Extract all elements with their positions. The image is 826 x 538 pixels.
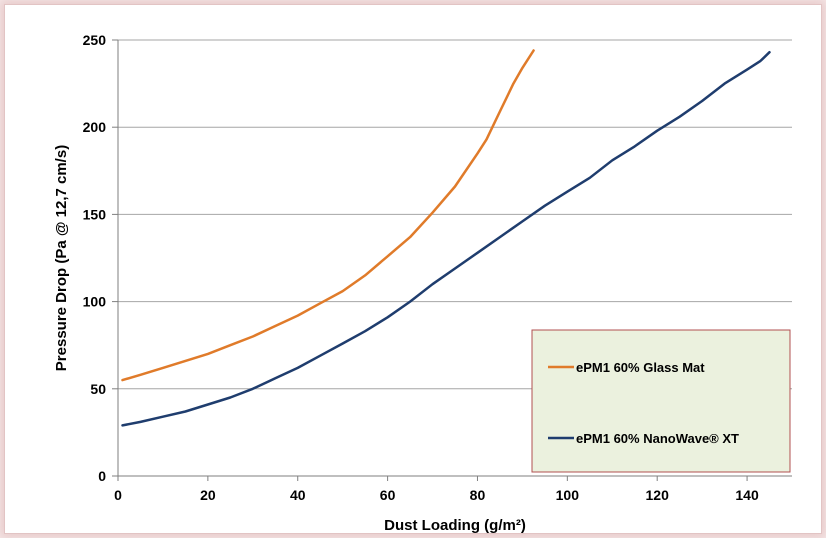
legend-box — [531, 329, 791, 473]
x-tick-labels: 0 20 40 60 80 100 120 140 — [114, 487, 759, 503]
y-tick-label: 150 — [83, 206, 107, 222]
y-tick-label: 250 — [83, 32, 107, 48]
series-line-glass-mat — [121, 49, 535, 382]
series-line-nanowave — [121, 50, 771, 427]
series-lines — [121, 49, 771, 427]
y-tick-label: 50 — [90, 381, 106, 397]
x-tick-label: 20 — [200, 487, 216, 503]
axes — [117, 40, 792, 481]
x-tick-label: 0 — [114, 487, 122, 503]
y-tick-label: 200 — [83, 119, 107, 135]
x-tick-label: 60 — [380, 487, 396, 503]
y-tick-label: 0 — [98, 468, 106, 484]
x-tick-label: 100 — [556, 487, 580, 503]
y-axis-title: Pressure Drop (Pa @ 12,7 cm/s) — [53, 145, 70, 371]
x-tick-label: 140 — [735, 487, 759, 503]
x-tick-label: 80 — [470, 487, 486, 503]
legend-label-nanowave: ePM1 60% NanoWave® XT — [576, 431, 739, 446]
y-tick-labels: 0 50 100 150 200 250 — [83, 32, 107, 484]
y-tick-label: 100 — [83, 294, 107, 310]
x-tick-label: 40 — [290, 487, 306, 503]
x-axis-title: Dust Loading (g/m²) — [384, 517, 526, 534]
x-tick-label: 120 — [646, 487, 670, 503]
legend: ePM1 60% Glass Mat ePM1 60% NanoWave® XT — [531, 329, 791, 473]
legend-label-glass-mat: ePM1 60% Glass Mat — [576, 360, 705, 375]
